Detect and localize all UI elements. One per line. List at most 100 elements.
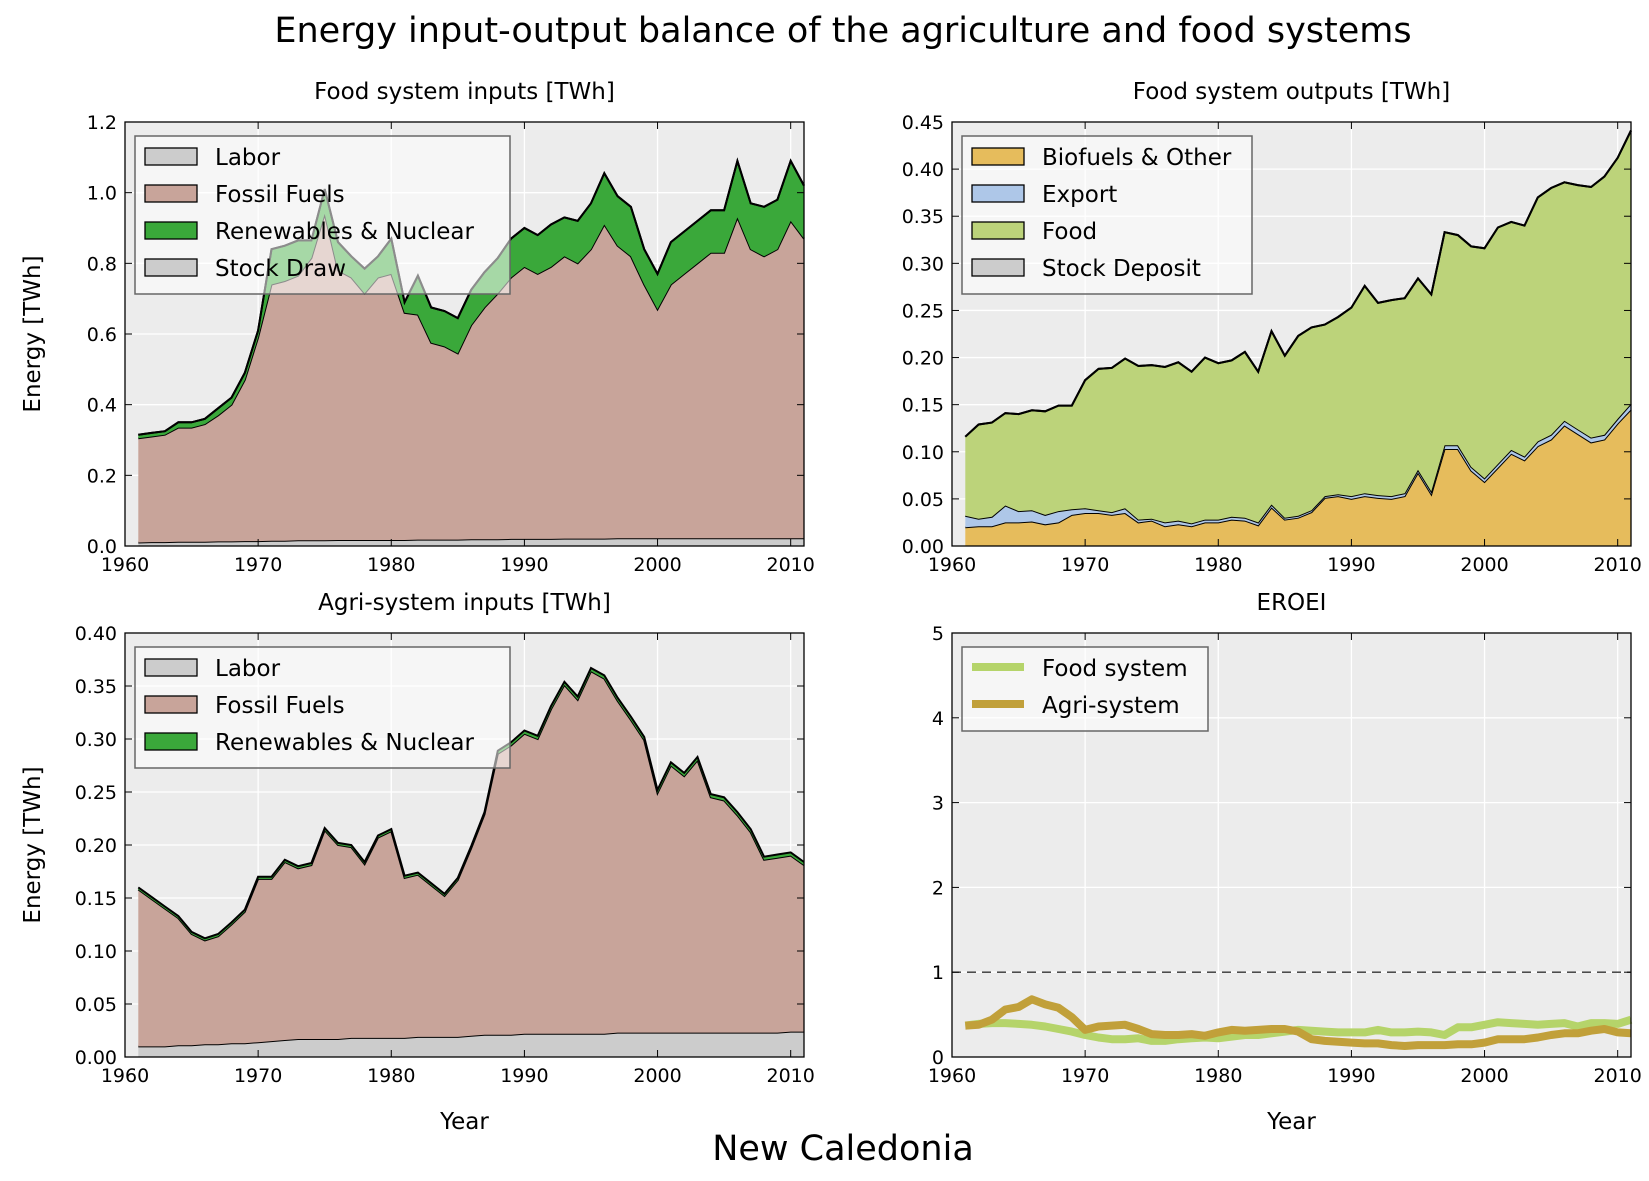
y-tick-label: 2 <box>932 877 944 899</box>
y-tick-label: 0.10 <box>902 442 944 464</box>
y-tick-label: 0.6 <box>87 324 117 346</box>
series-group <box>137 666 805 1057</box>
y-tick-label: 0.40 <box>75 623 117 645</box>
x-tick-label: 2000 <box>633 554 681 576</box>
legend-swatch <box>971 221 1025 240</box>
x-tick-label: 1970 <box>1061 1065 1109 1087</box>
x-tick-label: 1980 <box>1194 1065 1242 1087</box>
y-tick-label: 0 <box>932 1047 944 1069</box>
area-fossil-fuels <box>138 213 805 543</box>
legend-entry: Renewables & Nuclear <box>215 730 474 756</box>
y-tick-label: 1 <box>932 962 944 984</box>
y-tick-label: 0.00 <box>75 1047 117 1069</box>
plot-frame <box>951 121 1632 547</box>
y-axis-label: Energy [TWh] <box>20 255 46 412</box>
panel-title: EROEI <box>1257 590 1327 616</box>
legend-entry: Stock Draw <box>215 256 346 282</box>
y-tick-label: 0.15 <box>902 395 944 417</box>
x-tick-label: 2010 <box>767 554 815 576</box>
chart-food_outputs: 1960 1970 1980 1990 2000 2010 0.00 0.05 0.10 0.15… <box>902 79 1642 576</box>
x-tick-label: 2000 <box>1460 554 1508 576</box>
x-tick-label: 1990 <box>500 1065 548 1087</box>
y-tick-label: 0.25 <box>902 300 944 322</box>
legend-box <box>961 646 1209 732</box>
legend-entry: Export <box>1042 182 1117 208</box>
area-fossil-fuels <box>138 671 805 1047</box>
x-tick-label: 2010 <box>767 1065 815 1087</box>
legend-entry: Renewables & Nuclear <box>215 219 474 245</box>
x-tick-label: 1960 <box>928 1065 976 1087</box>
y-tick-label: 0.35 <box>902 206 944 228</box>
legend-swatch <box>144 221 198 240</box>
series-group <box>952 971 1633 1050</box>
area-food <box>965 130 1631 524</box>
figure-title: Energy input-output balance of the agric… <box>274 11 1411 51</box>
x-tick-label: 2010 <box>1594 1065 1642 1087</box>
tick-group: 1960 1970 1980 1990 2000 2010 0.00 0.05 0.10 0.15… <box>75 623 815 1087</box>
y-tick-label: 0.30 <box>902 253 944 275</box>
y-tick-label: 3 <box>932 793 944 815</box>
area-labor <box>138 1031 805 1057</box>
legend-swatch <box>144 658 198 677</box>
tick-group: 1960 1970 1980 1990 2000 2010 0.00 0.05 0.10 0.15… <box>902 112 1642 576</box>
y-tick-label: 0.4 <box>87 395 117 417</box>
y-tick-label: 0.40 <box>902 159 944 181</box>
x-tick-label: 2000 <box>1460 1065 1508 1087</box>
country-label: New Caledonia <box>712 1129 974 1169</box>
legend: Biofuels & Other Export Food Stock Deposit <box>961 135 1253 295</box>
tick-group: 1960 1970 1980 1990 2000 2010 0.0 0.2 0.4 0.6 0.8 1… <box>87 112 815 576</box>
x-tick-label: 1980 <box>367 1065 415 1087</box>
x-tick-label: 1990 <box>1327 1065 1375 1087</box>
plot-frame <box>951 632 1632 1058</box>
y-tick-label: 0.10 <box>75 941 117 963</box>
y-tick-label: 1.0 <box>87 183 117 205</box>
y-tick-label: 0.0 <box>87 536 117 558</box>
series-group <box>964 130 1632 546</box>
x-tick-label: 1980 <box>1194 554 1242 576</box>
x-tick-label: 1960 <box>101 1065 149 1087</box>
y-tick-label: 5 <box>932 623 944 645</box>
y-tick-label: 0.35 <box>75 676 117 698</box>
legend-swatch <box>144 147 198 166</box>
legend-swatch <box>971 184 1025 203</box>
area-biofuels-other <box>965 409 1631 546</box>
x-tick-label: 2000 <box>633 1065 681 1087</box>
x-tick-label: 1970 <box>234 1065 282 1087</box>
legend-entry: Labor <box>215 656 281 682</box>
y-tick-label: 0.05 <box>902 489 944 511</box>
x-axis-label: Year <box>1266 1109 1316 1135</box>
y-tick-label: 0.00 <box>902 536 944 558</box>
area-edge-renewables-nuclear <box>137 666 805 940</box>
legend: Food system Agri-system <box>961 646 1209 732</box>
line-agri-system <box>965 995 1632 1050</box>
chart-eroei: 1960 1970 1980 1990 2000 2010 0 1 2 3 4 5 EROEI Year F… <box>928 590 1642 1135</box>
legend-entry: Agri-system <box>1042 693 1180 719</box>
legend-swatch <box>144 258 198 277</box>
legend-swatch <box>144 732 198 751</box>
series-group <box>138 157 805 546</box>
y-tick-label: 0.05 <box>75 994 117 1016</box>
x-tick-label: 1990 <box>1327 554 1375 576</box>
panel-title: Food system outputs [TWh] <box>1133 79 1450 105</box>
x-tick-label: 1970 <box>234 554 282 576</box>
y-axis-label: Energy [TWh] <box>20 766 46 923</box>
legend-swatch <box>144 184 198 203</box>
legend-entry: Fossil Fuels <box>215 693 345 719</box>
y-tick-label: 0.20 <box>75 835 117 857</box>
legend-swatch <box>971 147 1025 166</box>
area-edge-stock-deposit <box>964 130 1632 438</box>
y-tick-label: 0.8 <box>87 253 117 275</box>
legend-entry: Food <box>1042 219 1097 245</box>
chart-food_inputs: 1960 1970 1980 1990 2000 2010 0.0 0.2 0.4 0.6 0.8 1… <box>20 79 815 576</box>
legend-entry: Fossil Fuels <box>215 182 345 208</box>
y-tick-label: 0.25 <box>75 782 117 804</box>
legend-entry: Labor <box>215 145 281 171</box>
legend-entry: Biofuels & Other <box>1042 145 1232 171</box>
y-tick-label: 0.45 <box>902 112 944 134</box>
legend-entry: Food system <box>1042 656 1188 682</box>
x-tick-label: 1960 <box>101 554 149 576</box>
x-axis-label: Year <box>439 1109 489 1135</box>
legend: Labor Fossil Fuels Renewables & Nuclear <box>134 646 511 769</box>
legend-swatch <box>144 695 198 714</box>
